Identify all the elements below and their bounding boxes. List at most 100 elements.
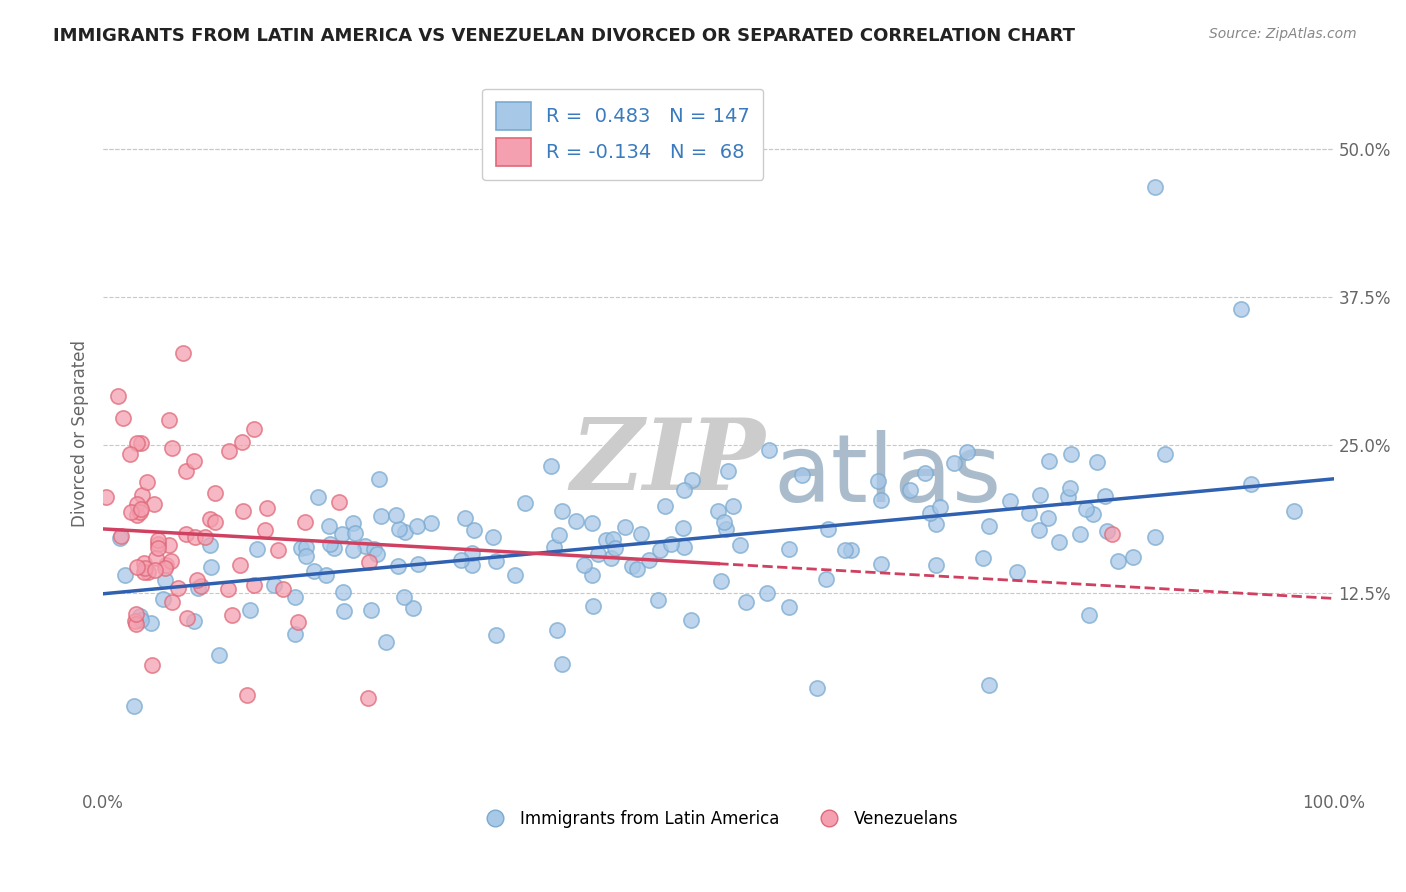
Point [198, 512, 221, 526]
Point [360, 603, 382, 617]
Point [735, 595, 758, 609]
Point [243, 422, 266, 436]
Point [834, 542, 856, 557]
Point [572, 558, 595, 572]
Point [551, 504, 574, 518]
Point [1107, 554, 1129, 568]
Point [806, 681, 828, 696]
Point [778, 599, 800, 614]
Point [246, 541, 269, 556]
Point [295, 549, 318, 564]
Point [353, 539, 375, 553]
Point [200, 559, 222, 574]
Point [717, 464, 740, 478]
Point [914, 466, 936, 480]
Point [626, 562, 648, 576]
Point [547, 528, 569, 542]
Point [924, 517, 946, 532]
Point [620, 559, 643, 574]
Point [792, 467, 814, 482]
Point [402, 601, 425, 615]
Point [136, 475, 159, 489]
Point [319, 537, 342, 551]
Point [420, 516, 443, 531]
Point [271, 582, 294, 596]
Point [217, 582, 239, 596]
Point [190, 578, 212, 592]
Point [540, 459, 562, 474]
Point [1036, 510, 1059, 524]
Point [160, 441, 183, 455]
Point [107, 389, 129, 403]
Point [1230, 301, 1253, 316]
Point [1028, 523, 1050, 537]
Point [1087, 455, 1109, 469]
Point [142, 497, 165, 511]
Point [1144, 179, 1167, 194]
Point [1143, 531, 1166, 545]
Point [582, 599, 605, 614]
Point [120, 505, 142, 519]
Point [187, 582, 209, 596]
Point [1069, 527, 1091, 541]
Point [153, 561, 176, 575]
Point [868, 474, 890, 488]
Point [239, 602, 262, 616]
Point [266, 543, 288, 558]
Point [284, 590, 307, 604]
Y-axis label: Divorced or Separated: Divorced or Separated [72, 340, 89, 527]
Point [143, 563, 166, 577]
Point [129, 505, 152, 519]
Point [120, 447, 142, 461]
Point [463, 523, 485, 537]
Point [359, 555, 381, 569]
Point [943, 456, 966, 470]
Point [125, 560, 148, 574]
Point [129, 613, 152, 627]
Point [221, 607, 243, 622]
Point [231, 434, 253, 449]
Point [1060, 447, 1083, 461]
Point [1074, 502, 1097, 516]
Point [183, 530, 205, 544]
Point [363, 542, 385, 557]
Point [370, 508, 392, 523]
Point [374, 635, 396, 649]
Point [132, 565, 155, 579]
Point [290, 541, 312, 556]
Point [294, 515, 316, 529]
Point [1047, 535, 1070, 549]
Point [461, 546, 484, 560]
Point [294, 540, 316, 554]
Point [253, 523, 276, 537]
Point [453, 511, 475, 525]
Point [406, 557, 429, 571]
Point [977, 519, 1000, 533]
Point [1095, 524, 1118, 538]
Point [721, 499, 744, 513]
Point [283, 627, 305, 641]
Point [183, 454, 205, 468]
Point [162, 595, 184, 609]
Point [200, 538, 222, 552]
Point [1018, 507, 1040, 521]
Point [141, 658, 163, 673]
Point [1094, 489, 1116, 503]
Point [94, 491, 117, 505]
Point [543, 540, 565, 554]
Point [136, 565, 159, 579]
Point [125, 617, 148, 632]
Point [111, 410, 134, 425]
Point [368, 471, 391, 485]
Point [204, 515, 226, 529]
Point [515, 495, 537, 509]
Point [460, 558, 482, 572]
Text: IMMIGRANTS FROM LATIN AMERICA VS VENEZUELAN DIVORCED OR SEPARATED CORRELATION CH: IMMIGRANTS FROM LATIN AMERICA VS VENEZUE… [53, 27, 1076, 45]
Point [139, 615, 162, 630]
Point [550, 657, 572, 671]
Point [342, 543, 364, 558]
Point [546, 623, 568, 637]
Point [394, 525, 416, 540]
Point [602, 533, 624, 547]
Point [673, 540, 696, 554]
